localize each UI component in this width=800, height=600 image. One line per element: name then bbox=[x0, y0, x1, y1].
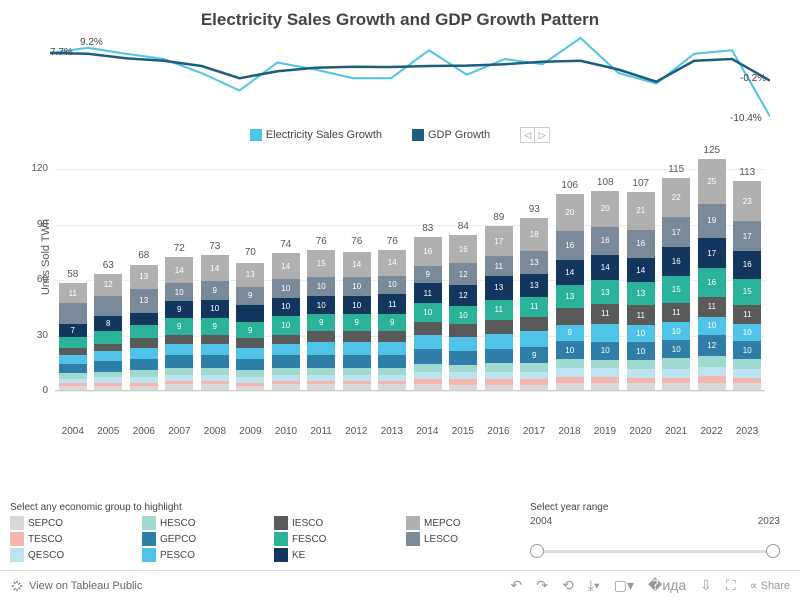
nav-buttons[interactable]: ◁▷ bbox=[520, 127, 550, 143]
line-legend: Electricity Sales Growth GDP Growth ◁▷ bbox=[0, 127, 800, 143]
annotation-1: 7.7% bbox=[50, 47, 73, 58]
bar-2007[interactable]: 72991014 bbox=[165, 257, 193, 390]
footer-tableau-link[interactable]: View on Tableau Public bbox=[29, 580, 142, 592]
group-select-title: Select any economic group to highlight bbox=[10, 502, 530, 513]
bar-2011[interactable]: 769101015 bbox=[307, 250, 335, 390]
year-range-selector: Select year range 2004 2023 bbox=[530, 502, 780, 562]
bar-2010[interactable]: 7410101014 bbox=[272, 253, 300, 390]
bar-2013[interactable]: 769111014 bbox=[378, 250, 406, 390]
redo-icon[interactable]: ↷ bbox=[536, 577, 548, 594]
bar-2012[interactable]: 769101014 bbox=[343, 250, 371, 390]
bar-2020[interactable]: 10710101113141621 bbox=[627, 192, 655, 390]
group-ke[interactable]: KE bbox=[274, 548, 398, 562]
legend-gdp: GDP Growth bbox=[412, 129, 490, 141]
footer-toolbar: View on Tableau Public ↶ ↷ ⟲ ⤓▾ ▢▾ �ида … bbox=[0, 570, 800, 600]
tableau-logo-icon bbox=[10, 579, 24, 593]
bar-2018[interactable]: 10610913141620 bbox=[556, 194, 584, 390]
nav-prev-icon[interactable]: ◁ bbox=[521, 128, 535, 142]
bar-2004[interactable]: 58711 bbox=[59, 283, 87, 390]
year-min: 2004 bbox=[530, 516, 552, 527]
pause-icon[interactable]: ▢▾ bbox=[614, 577, 634, 594]
annotation-4: -10.4% bbox=[730, 113, 762, 124]
year-range-title: Select year range bbox=[530, 502, 780, 513]
undo-icon[interactable]: ↶ bbox=[510, 577, 522, 594]
bar-2023[interactable]: 11310101115161723 bbox=[733, 181, 761, 390]
annotation-2: 9.2% bbox=[80, 37, 103, 48]
bar-2017[interactable]: 93911131318 bbox=[520, 218, 548, 390]
year-max: 2023 bbox=[758, 516, 780, 527]
legend-elec: Electricity Sales Growth bbox=[250, 129, 382, 141]
line-chart: 7.7% 9.2% -0.2% -10.4% bbox=[50, 35, 770, 125]
bar-2006[interactable]: 681313 bbox=[130, 264, 158, 390]
group-qesco[interactable]: QESCO bbox=[10, 548, 134, 562]
chart-title: Electricity Sales Growth and GDP Growth … bbox=[0, 0, 800, 30]
annotation-3: -0.2% bbox=[740, 73, 766, 84]
group-hesco[interactable]: HESCO bbox=[142, 516, 266, 530]
group-selector: Select any economic group to highlight S… bbox=[10, 502, 530, 562]
revert-icon[interactable]: ⟲ bbox=[562, 577, 574, 594]
fullscreen-icon[interactable]: ⛶ bbox=[726, 577, 736, 594]
group-iesco[interactable]: IESCO bbox=[274, 516, 398, 530]
plot-area: 5871163812 68131372991014 73910914709913 74… bbox=[55, 151, 765, 391]
bar-2021[interactable]: 11510101115161722 bbox=[662, 178, 690, 390]
bar-chart: Units Sold TWh 0306090120 58711638126813… bbox=[50, 151, 770, 421]
bar-2014[interactable]: 831011916 bbox=[414, 237, 442, 390]
group-mepco[interactable]: MEPCO bbox=[406, 516, 530, 530]
bar-2015[interactable]: 8410121216 bbox=[449, 235, 477, 390]
bar-2005[interactable]: 63812 bbox=[94, 274, 122, 390]
bar-2009[interactable]: 709913 bbox=[236, 261, 264, 390]
slider-handle-min[interactable] bbox=[530, 544, 544, 558]
line-chart-svg bbox=[50, 35, 770, 125]
group-fesco[interactable]: FESCO bbox=[274, 532, 398, 546]
year-slider[interactable] bbox=[530, 542, 780, 562]
device-icon[interactable]: �ида bbox=[648, 577, 686, 594]
bar-2019[interactable]: 108101113141620 bbox=[591, 191, 619, 390]
group-gepco[interactable]: GEPCO bbox=[142, 532, 266, 546]
x-axis: 2004200520062007200820092010201120122013… bbox=[55, 426, 765, 437]
group-tesco[interactable]: TESCO bbox=[10, 532, 134, 546]
refresh-icon[interactable]: ⤓▾ bbox=[588, 577, 600, 594]
group-lesco[interactable]: LESCO bbox=[406, 532, 530, 546]
bar-2008[interactable]: 73910914 bbox=[201, 255, 229, 390]
download-icon[interactable]: ⇩ bbox=[700, 577, 712, 594]
bar-2022[interactable]: 12512101116171925 bbox=[698, 159, 726, 390]
y-axis: 0306090120 bbox=[30, 151, 50, 391]
group-sepco[interactable]: SEPCO bbox=[10, 516, 134, 530]
bar-2016[interactable]: 8911131117 bbox=[485, 226, 513, 390]
slider-handle-max[interactable] bbox=[766, 544, 780, 558]
group-pesco[interactable]: PESCO bbox=[142, 548, 266, 562]
nav-next-icon[interactable]: ▷ bbox=[535, 128, 549, 142]
share-button[interactable]: ∝ Share bbox=[750, 579, 790, 592]
